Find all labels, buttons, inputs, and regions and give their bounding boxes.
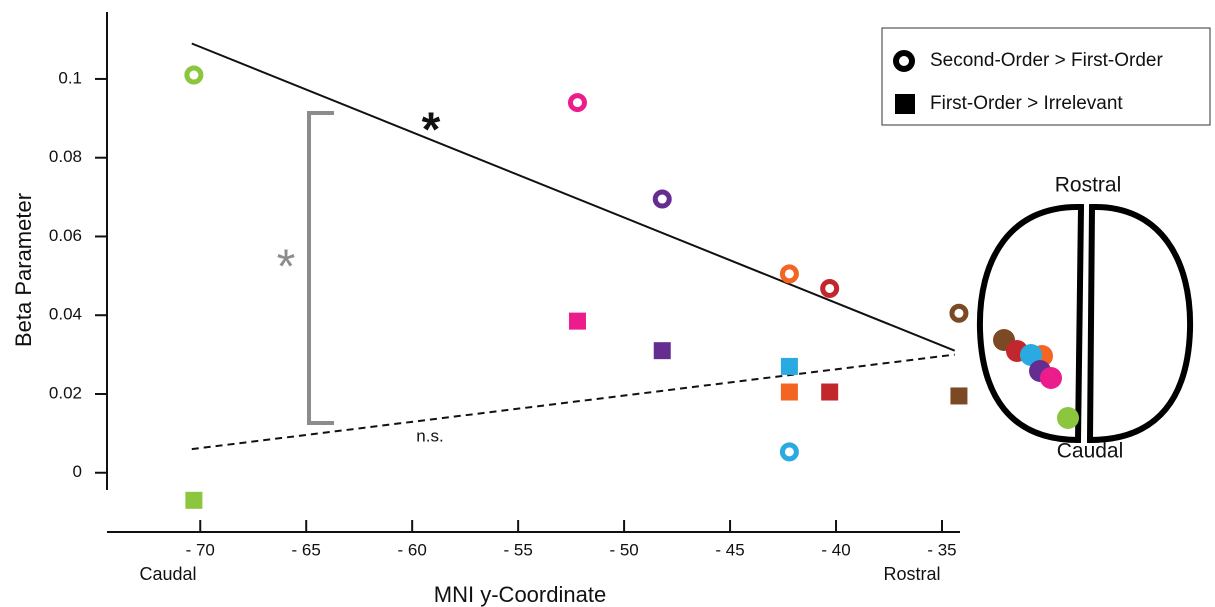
legend-marker bbox=[895, 94, 915, 114]
bracket bbox=[307, 111, 334, 425]
legend-label: First-Order > Irrelevant bbox=[930, 93, 1123, 114]
point bbox=[821, 383, 839, 401]
point bbox=[779, 442, 799, 462]
point bbox=[780, 357, 798, 375]
x-tick-label: - 60 bbox=[398, 540, 427, 559]
trend-annotation: n.s. bbox=[416, 426, 443, 445]
point bbox=[820, 278, 840, 298]
hemisphere bbox=[1086, 203, 1194, 444]
point bbox=[652, 189, 672, 209]
y-tick-label: 0.1 bbox=[58, 68, 82, 87]
hemisphere bbox=[976, 203, 1085, 444]
y-tick-label: 0.04 bbox=[49, 305, 82, 324]
y-tick-label: 0.02 bbox=[49, 383, 82, 402]
point bbox=[653, 342, 671, 360]
y-axis-label: Beta Parameter bbox=[11, 193, 36, 347]
inset-dot bbox=[1020, 344, 1042, 366]
point bbox=[949, 303, 969, 323]
x-tick-label: - 70 bbox=[186, 540, 215, 559]
x-tick-label: - 55 bbox=[503, 540, 532, 559]
x-end-label: Rostral bbox=[883, 564, 940, 584]
x-tick-label: - 40 bbox=[821, 540, 850, 559]
x-axis-label: MNI y-Coordinate bbox=[434, 582, 606, 607]
point bbox=[780, 383, 798, 401]
point bbox=[779, 264, 799, 284]
point bbox=[184, 65, 204, 85]
trend-annotation: * bbox=[422, 104, 441, 157]
point bbox=[568, 312, 586, 330]
legend-label: Second-Order > First-Order bbox=[930, 50, 1163, 71]
legend-marker bbox=[893, 50, 915, 72]
x-end-label: Caudal bbox=[139, 564, 196, 584]
bracket-annotation: * bbox=[277, 241, 296, 294]
point bbox=[567, 93, 587, 113]
point bbox=[185, 491, 203, 509]
y-tick-label: 0.08 bbox=[49, 147, 82, 166]
brain-inset: Rostral Caudal bbox=[976, 174, 1194, 463]
inset-label: Caudal bbox=[1057, 440, 1124, 463]
x-tick-label: - 35 bbox=[927, 540, 956, 559]
y-tick-label: 0.06 bbox=[49, 226, 82, 245]
legend-box bbox=[881, 27, 1211, 126]
inset-label: Rostral bbox=[1055, 174, 1122, 197]
point bbox=[950, 387, 968, 405]
x-tick-label: - 65 bbox=[292, 540, 321, 559]
x-tick-label: - 50 bbox=[609, 540, 638, 559]
trend-line bbox=[191, 353, 955, 451]
trend-line bbox=[191, 42, 956, 352]
inset-dot bbox=[1057, 407, 1079, 429]
legend: Second-Order > First-Order First-Order >… bbox=[881, 27, 1211, 126]
y-tick-label: 0 bbox=[73, 462, 82, 481]
inset-dot bbox=[1040, 367, 1062, 389]
x-tick-label: - 45 bbox=[715, 540, 744, 559]
